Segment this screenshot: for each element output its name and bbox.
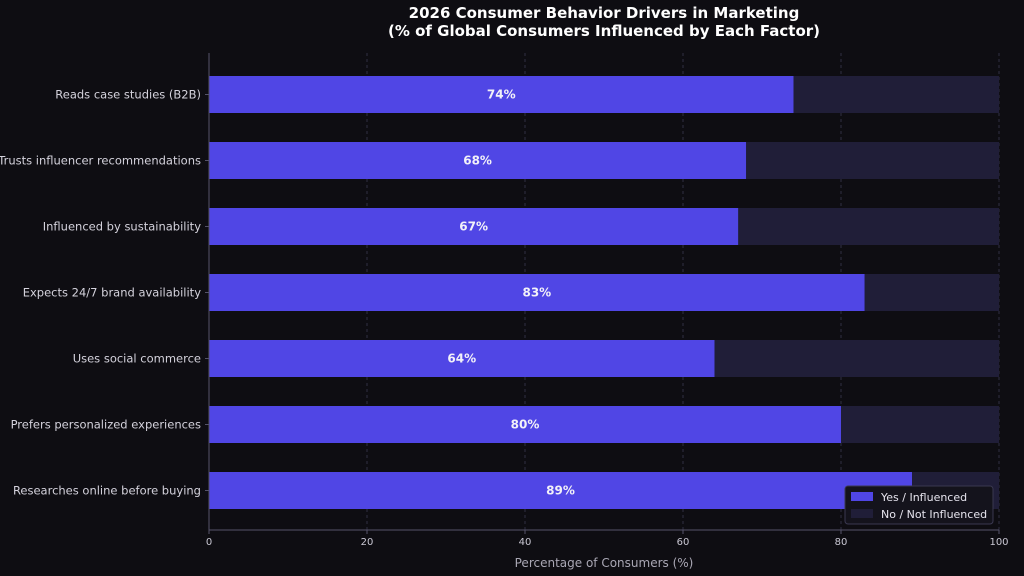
- bar-yes-influenced: [209, 340, 715, 377]
- legend: Yes / Influenced No / Not Influenced: [844, 485, 994, 525]
- data-label: 80%: [511, 418, 540, 432]
- data-label: 74%: [487, 88, 516, 102]
- category-label: Trusts influencer recommendations: [0, 154, 201, 168]
- bar-not-influenced: [864, 274, 999, 311]
- category-label: Researches online before buying: [13, 484, 201, 498]
- bar-yes-influenced: [209, 208, 739, 245]
- bars: 74% 68% 67% 83% 64% 80% 89%: [209, 76, 999, 509]
- data-label: 68%: [463, 154, 492, 168]
- data-label: 67%: [459, 220, 488, 234]
- chart-title: 2026 Consumer Behavior Drivers in Market…: [409, 4, 800, 22]
- legend-swatch-yes: [851, 492, 873, 501]
- bar-not-influenced: [793, 76, 999, 113]
- legend-swatch-no: [851, 509, 873, 518]
- bar-yes-influenced: [209, 406, 841, 443]
- legend-box: [844, 485, 994, 525]
- bar-yes-influenced: [209, 142, 747, 179]
- x-tick-label: 40: [519, 537, 532, 548]
- data-label: 89%: [546, 484, 575, 498]
- bar-yes-influenced: [209, 76, 794, 113]
- axes: 0 20 40 60 80 100 Reads case studies (B2B) Trus…: [0, 53, 1009, 548]
- category-label: Prefers personalized experiences: [11, 418, 201, 432]
- bar-not-influenced: [746, 142, 999, 179]
- category-label: Influenced by sustainability: [43, 220, 201, 234]
- legend-label-yes: Yes / Influenced: [880, 491, 967, 504]
- bar-yes-influenced: [209, 274, 865, 311]
- category-label: Expects 24/7 brand availability: [23, 286, 201, 300]
- x-tick-label: 100: [989, 537, 1008, 548]
- bar-not-influenced: [714, 340, 999, 377]
- x-tick-label: 20: [361, 537, 374, 548]
- x-tick-label: 0: [206, 537, 212, 548]
- data-label: 64%: [447, 352, 476, 366]
- legend-label-no: No / Not Influenced: [881, 508, 987, 521]
- category-label: Uses social commerce: [73, 352, 201, 366]
- bar-not-influenced: [841, 406, 999, 443]
- category-label: Reads case studies (B2B): [55, 88, 201, 102]
- chart-subtitle: (% of Global Consumers Influenced by Eac…: [388, 22, 820, 40]
- bar-not-influenced: [738, 208, 999, 245]
- data-label: 83%: [522, 286, 551, 300]
- bar-yes-influenced: [209, 472, 913, 509]
- x-tick-label: 60: [677, 537, 690, 548]
- x-axis-label: Percentage of Consumers (%): [515, 556, 694, 570]
- x-tick-label: 80: [835, 537, 848, 548]
